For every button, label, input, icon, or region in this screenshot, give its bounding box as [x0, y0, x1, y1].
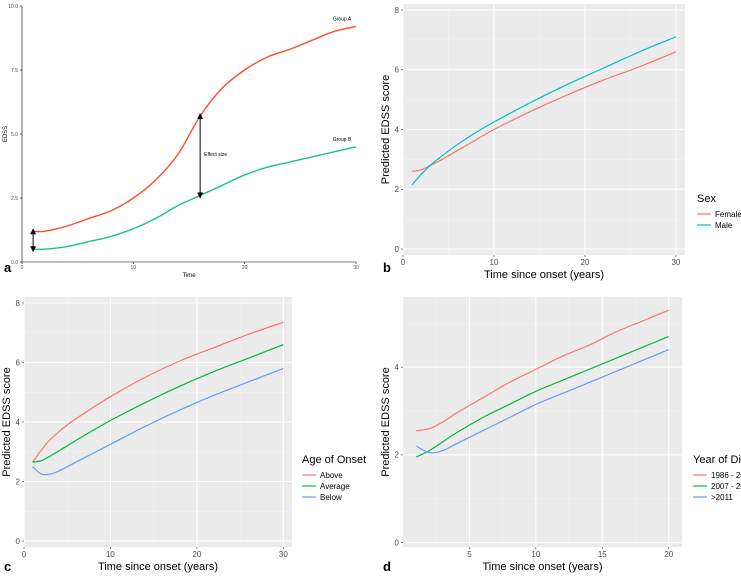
series-line-2007-2011 [416, 335, 669, 458]
y-tick-label: 0 [16, 537, 21, 546]
x-tick-label: 10 [131, 265, 137, 271]
y-tick-label: 5.0 [11, 132, 18, 138]
x-tick-label: 0 [22, 550, 27, 559]
x-axis-label: Time since onset (years) [482, 561, 602, 573]
x-tick-label: 30 [353, 265, 359, 271]
legend: Sex Female Male [697, 193, 741, 230]
legend-label: 2007 - 2011 [711, 482, 741, 491]
series-label: Group B [333, 137, 352, 143]
x-tick-label: 20 [192, 550, 201, 559]
panel-letter: b [383, 260, 391, 275]
y-tick-label: 2 [395, 185, 400, 194]
y-axis-label: EDSS [3, 126, 9, 142]
y-tick-label: 8 [395, 6, 400, 15]
legend-label: 1986 - 2006 [711, 471, 741, 480]
x-tick-label: 0 [21, 265, 24, 271]
y-tick-label: 2 [16, 477, 21, 486]
legend-label: Above [320, 471, 343, 480]
panel-a: 0 10 20 30 0.0 2.5 5.0 7.5 10.0 Time EDSS Group A Gr… [3, 4, 359, 279]
legend: Year of Diagnosis 1986 - 2006 2007 - 2011 >… [693, 454, 741, 502]
series-label: Group A [333, 16, 352, 22]
x-tick-label: 0 [401, 258, 406, 267]
x-tick-label: 15 [598, 550, 607, 559]
legend-label: Male [715, 221, 733, 230]
y-tick-label: 0 [395, 245, 400, 254]
y-tick-label: 8 [16, 299, 21, 308]
x-tick-label: 10 [531, 550, 540, 559]
y-axis-label: Predicted EDSS score [380, 75, 392, 184]
legend-title: Year of Diagnosis [693, 454, 741, 466]
y-axis-label: Predicted EDSS score [1, 367, 13, 476]
annotation-label: Effect size [204, 152, 227, 158]
x-tick-label: 30 [671, 258, 680, 267]
y-tick-label: 2 [395, 451, 400, 460]
panel-letter: a [4, 260, 12, 275]
y-tick-label: 0.0 [11, 260, 18, 266]
x-tick-label: 10 [490, 258, 499, 267]
legend: Age of Onset Above Average Below [302, 454, 366, 502]
x-tick-label: 5 [467, 550, 472, 559]
y-tick-label: 6 [16, 358, 21, 367]
series-line-above [32, 321, 284, 463]
panel-letter: d [383, 559, 391, 574]
y-tick-label: 4 [16, 418, 21, 427]
series-line-male [411, 36, 677, 186]
series-line-group-a [33, 25, 357, 233]
x-axis-label: Time since onset (years) [98, 561, 218, 573]
x-tick-label: 20 [580, 258, 589, 267]
y-tick-label: 7.5 [11, 68, 18, 74]
legend-label: Average [320, 482, 350, 491]
legend-label: >2011 [711, 493, 733, 502]
y-tick-label: 0 [395, 538, 400, 547]
series-line-group-b [33, 146, 357, 251]
y-tick-label: 4 [395, 363, 400, 372]
x-tick-label: 20 [242, 265, 248, 271]
series-line--2011 [416, 349, 669, 454]
legend-title: Age of Onset [302, 454, 366, 466]
legend-label: Female [715, 210, 741, 219]
x-tick-label: 10 [106, 550, 115, 559]
series-line-average [32, 344, 284, 463]
y-tick-label: 6 [395, 66, 400, 75]
plot-background [403, 297, 682, 547]
x-tick-label: 20 [664, 550, 673, 559]
panel-c: 0 10 20 30 0 2 4 6 8 Time since onset (years) Pred… [1, 297, 366, 574]
series-line-below [32, 367, 284, 476]
x-axis-label: Time [182, 273, 196, 279]
x-axis-label: Time since onset (years) [484, 269, 604, 281]
y-tick-label: 10.0 [8, 4, 18, 10]
y-tick-label: 2.5 [11, 196, 18, 202]
y-axis-label: Predicted EDSS score [380, 367, 392, 476]
panel-letter: c [4, 559, 11, 574]
panel-d: 5 10 15 20 0 2 4 Time since onset (years) Predic… [380, 297, 741, 574]
panel-b: 0 10 20 30 0 2 4 6 8 Time since onset (years) Pred… [380, 4, 741, 281]
legend-label: Below [320, 493, 342, 502]
legend-title: Sex [697, 193, 716, 205]
y-tick-label: 4 [395, 125, 400, 134]
series-line-1986-2006 [416, 309, 669, 432]
x-tick-label: 30 [279, 550, 288, 559]
